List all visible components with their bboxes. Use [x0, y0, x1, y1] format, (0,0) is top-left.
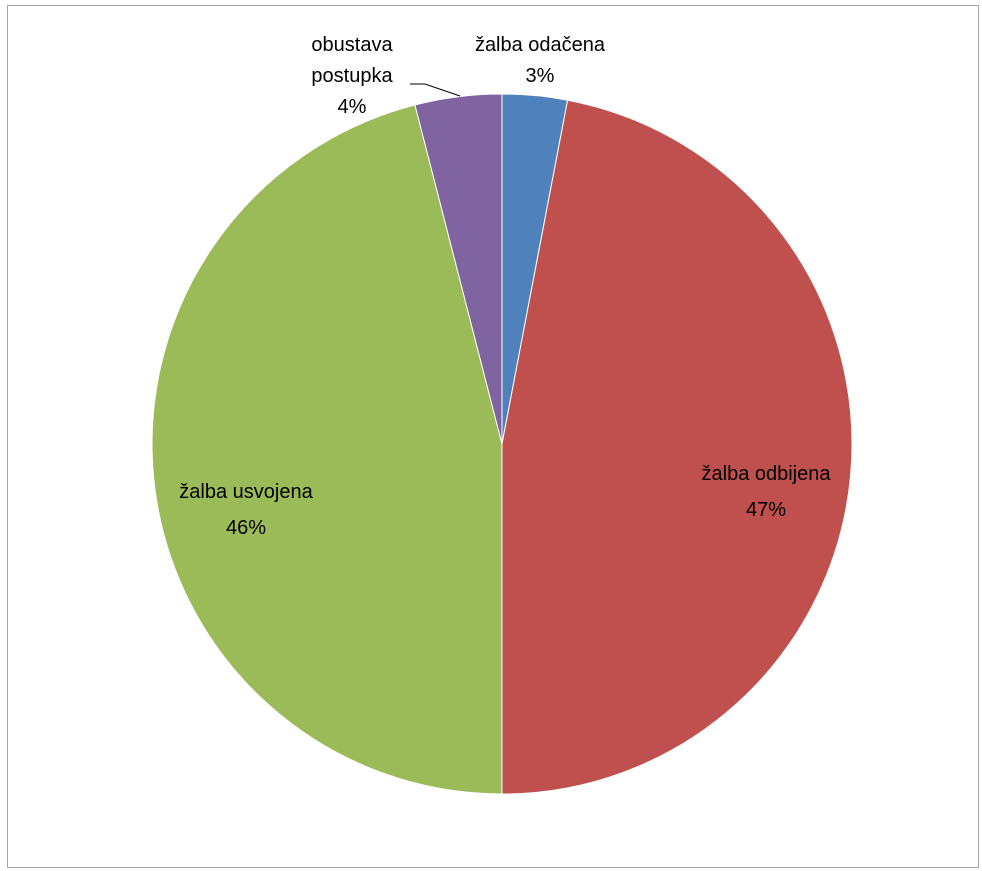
leader-line — [410, 83, 461, 97]
data-labels: žalba odačena 3% žalba odbijena 47% žalb… — [179, 34, 831, 539]
pie-slices — [151, 93, 853, 795]
data-label-name: obustava — [311, 34, 393, 56]
data-label-name: postupka — [311, 65, 393, 87]
data-label-name: žalba usvojena — [179, 481, 313, 503]
data-label-name: žalba odačena — [475, 34, 606, 56]
pie-slice — [501, 99, 853, 795]
pie-slice — [151, 104, 503, 795]
pie-slice — [414, 93, 503, 445]
data-label-percent: 4% — [338, 96, 367, 118]
data-label-name: žalba odbijena — [702, 463, 832, 485]
data-label-percent: 46% — [226, 517, 266, 539]
data-label-percent: 47% — [746, 499, 786, 521]
data-label-percent: 3% — [526, 65, 555, 87]
